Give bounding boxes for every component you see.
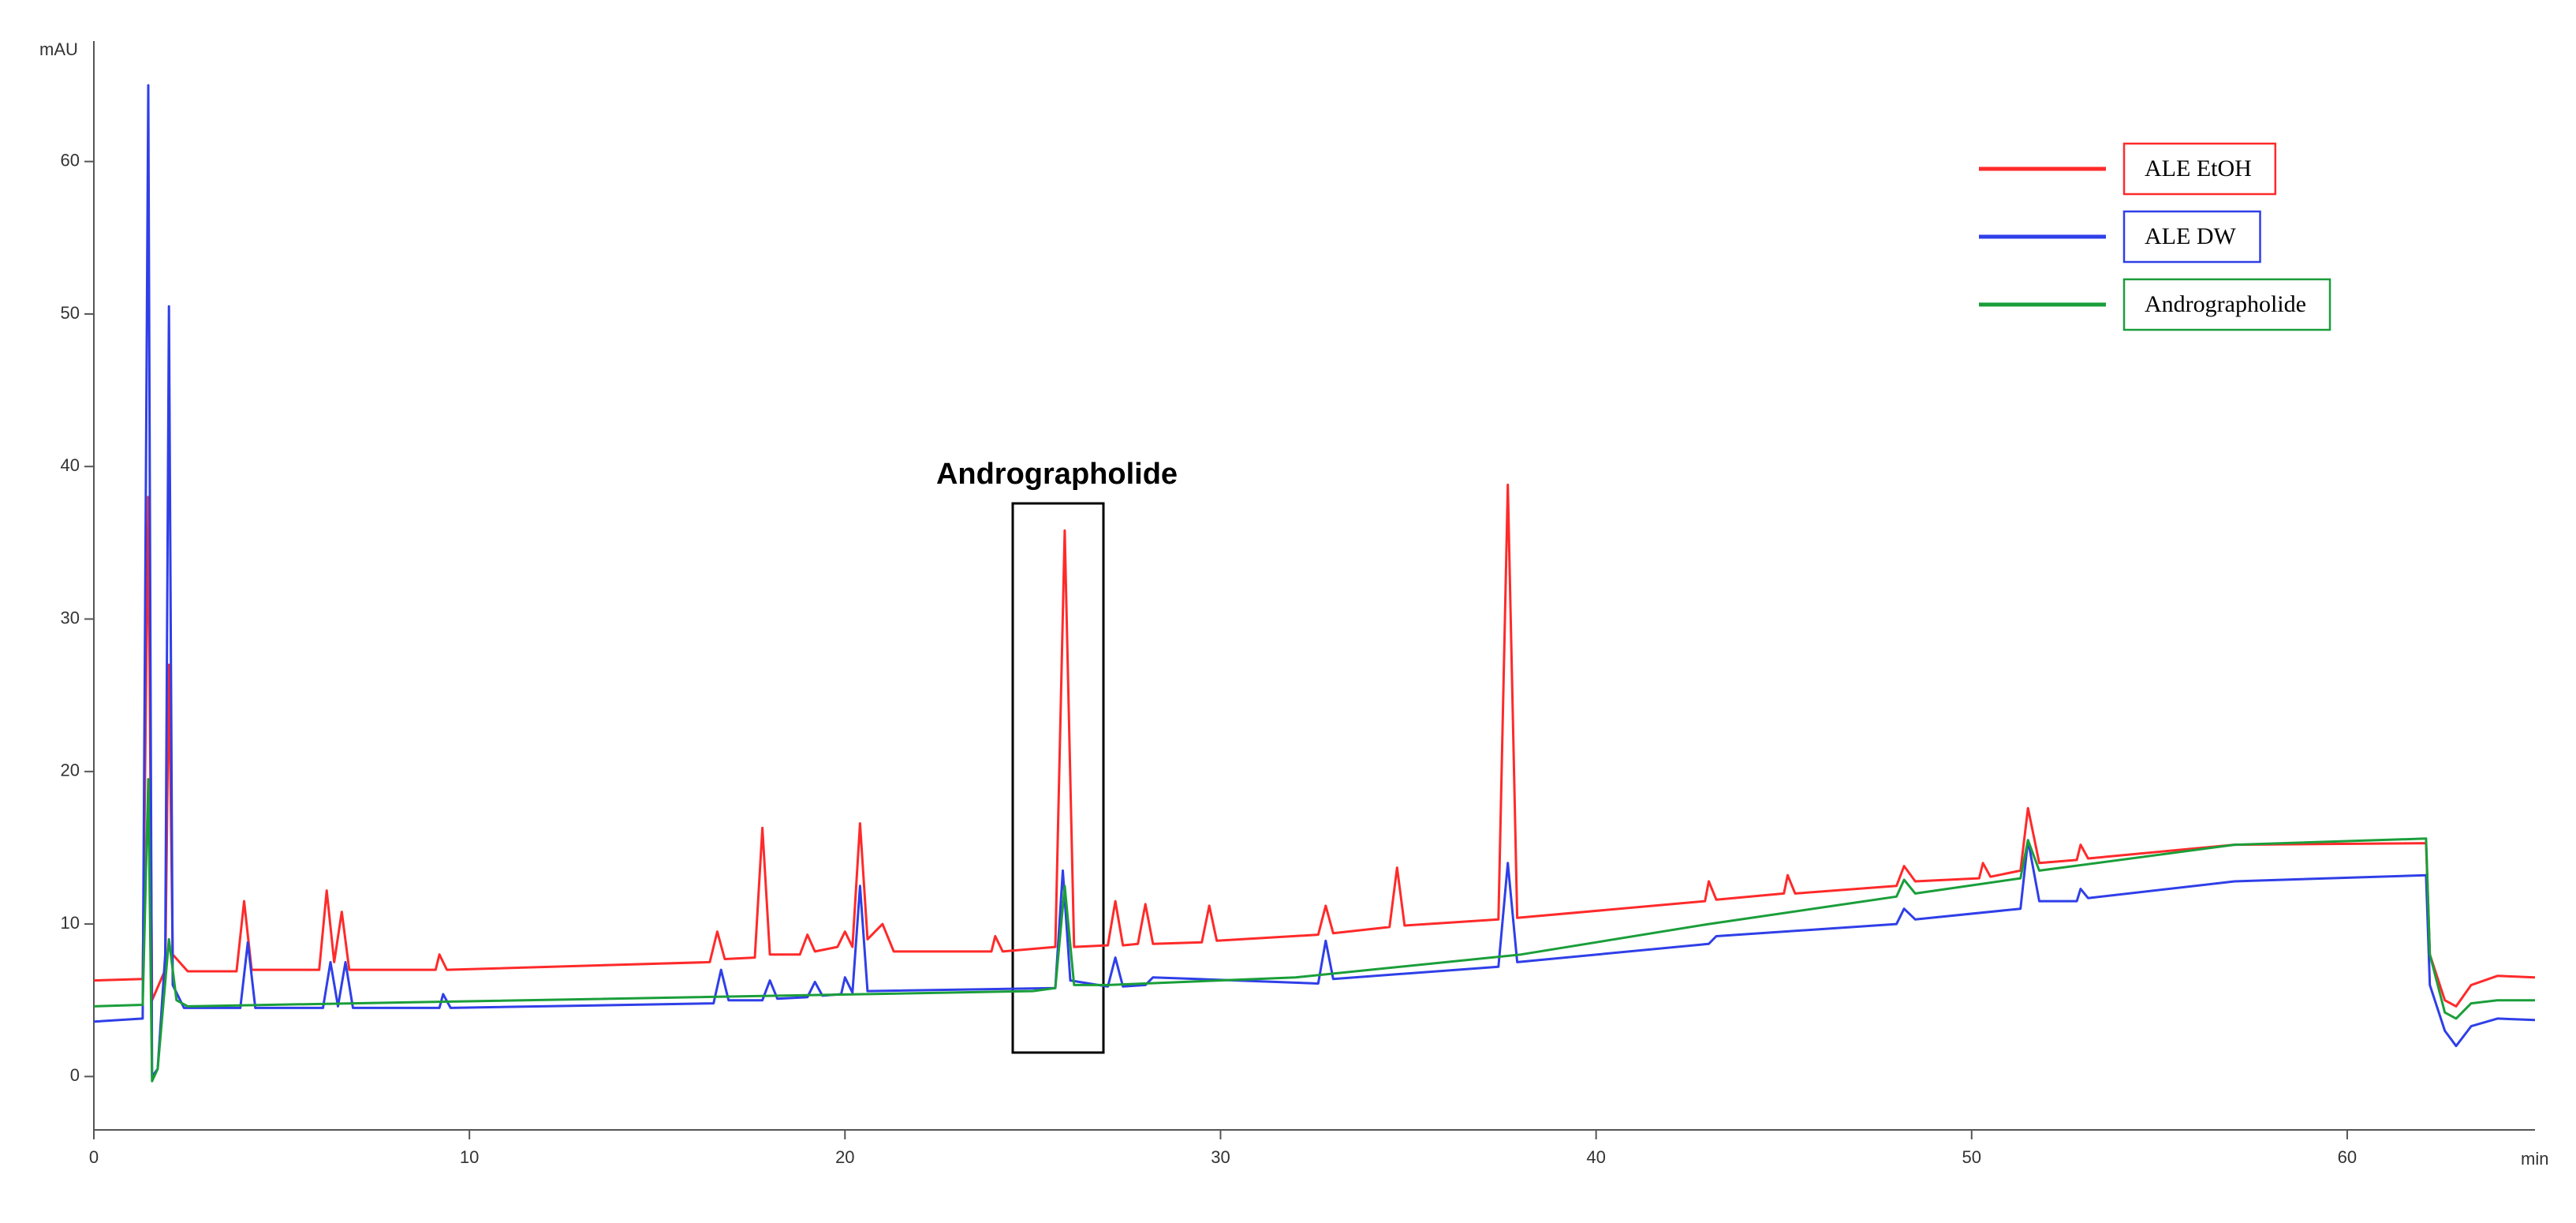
plot-area bbox=[94, 84, 2535, 1083]
x-tick-label: 20 bbox=[835, 1147, 854, 1167]
y-tick-label: 40 bbox=[61, 455, 80, 475]
series-line bbox=[94, 84, 2535, 1078]
legend-box bbox=[2122, 142, 2277, 196]
y-tick-label: 10 bbox=[61, 913, 80, 933]
x-tick-label: 60 bbox=[2338, 1147, 2357, 1167]
x-tick-label: 30 bbox=[1211, 1147, 1230, 1167]
annotation: Andrographolide bbox=[936, 458, 1178, 491]
legend-label: ALE DW bbox=[2145, 223, 2236, 249]
y-tick-label: 60 bbox=[61, 151, 80, 170]
series-line bbox=[94, 778, 2535, 1083]
series-line bbox=[94, 483, 2535, 1008]
x-tick-label: 10 bbox=[460, 1147, 479, 1167]
y-tick-label: 20 bbox=[61, 761, 80, 780]
x-axis-label: min bbox=[2521, 1149, 2548, 1169]
legend-box bbox=[2122, 278, 2331, 331]
y-tick-label: 30 bbox=[61, 608, 80, 627]
x-tick-label: 50 bbox=[1962, 1147, 1981, 1167]
x-tick-label: 40 bbox=[1586, 1147, 1605, 1167]
y-tick-label: 50 bbox=[61, 303, 80, 323]
legend-label: ALE EtOH bbox=[2145, 155, 2252, 181]
x-tick-label: 0 bbox=[89, 1147, 99, 1167]
y-tick-label: 0 bbox=[70, 1065, 80, 1085]
legend-box bbox=[2122, 210, 2261, 264]
annotation-box bbox=[1011, 502, 1105, 1054]
y-axis-label: mAU bbox=[39, 39, 78, 59]
legend-label: Andrographolide bbox=[2145, 291, 2306, 317]
